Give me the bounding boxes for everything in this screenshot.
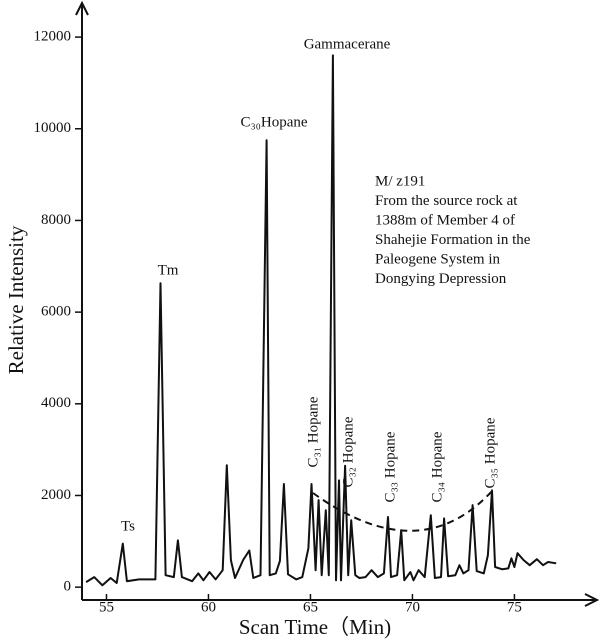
y-axis-title: Relative Intensity — [4, 225, 28, 374]
y-tick-label: 0 — [64, 579, 72, 595]
peak-label: Ts — [121, 518, 135, 534]
peak-label: C₃₁ Hopane — [305, 396, 321, 467]
axes — [75, 0, 600, 607]
x-tick-label: 55 — [99, 599, 114, 615]
peak-label: C₃₄ Hopane — [429, 431, 445, 502]
y-tick-label: 8000 — [41, 212, 71, 228]
peak-label: C₃₂ Hopane — [340, 416, 356, 487]
note-line: Dongying Depression — [375, 271, 507, 287]
y-tick-label: 4000 — [41, 395, 71, 411]
note-line: M/ z191 — [375, 173, 425, 189]
peak-label: C₃₀Hopane — [240, 114, 307, 130]
x-tick-label: 75 — [507, 599, 522, 615]
y-tick-label: 12000 — [34, 29, 72, 45]
note-line: Paleogene System in — [375, 251, 500, 267]
y-tick-label: 2000 — [41, 487, 71, 503]
note-line: From the source rock at — [375, 193, 518, 209]
peak-label: Gammacerane — [304, 36, 391, 52]
x-axis-title: Scan Time（Min) — [239, 615, 391, 639]
peak-label: C₃₃ Hopane — [382, 431, 398, 502]
x-tick-label: 70 — [405, 599, 420, 615]
y-tick-label: 10000 — [34, 120, 72, 136]
peak-label: Tm — [158, 262, 179, 278]
peak-label: C₃₅ Hopane — [482, 417, 498, 488]
x-tick-label: 65 — [303, 599, 318, 615]
note-line: Shahejie Formation in the — [375, 232, 531, 248]
y-tick-label: 6000 — [41, 304, 71, 320]
note-line: 1388m of Member 4 of — [375, 212, 515, 228]
x-tick-label: 60 — [201, 599, 216, 615]
trace — [85, 54, 557, 587]
